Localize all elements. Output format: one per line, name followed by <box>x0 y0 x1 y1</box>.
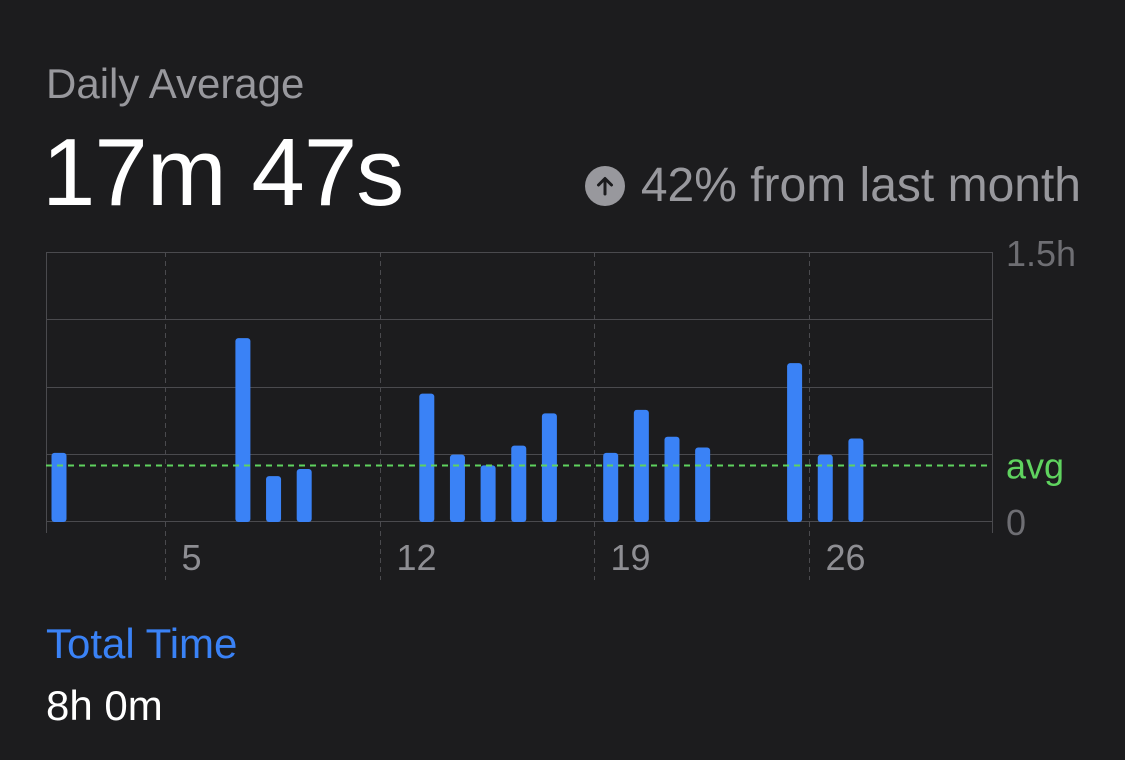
bar <box>664 436 680 522</box>
average-label: avg <box>1006 446 1064 487</box>
y-tick-label-zero: 0 <box>1006 502 1026 543</box>
bar <box>235 338 251 522</box>
daily-average-value: 17m 47s <box>42 119 404 226</box>
x-tick-label: 5 <box>182 537 202 578</box>
bar <box>787 363 803 522</box>
arrow-up-circle-icon <box>584 166 625 206</box>
daily-average-label: Daily Average <box>46 60 305 107</box>
bar <box>266 476 282 522</box>
trend-indicator: 42% from last month <box>584 158 1081 214</box>
x-tick-label: 19 <box>611 537 651 578</box>
bar <box>817 454 833 522</box>
bar <box>511 445 527 522</box>
bar <box>296 468 312 522</box>
bar <box>603 452 619 522</box>
bar <box>695 447 711 522</box>
bar <box>51 452 67 522</box>
x-tick-label: 12 <box>397 537 437 578</box>
bar <box>480 465 496 522</box>
y-tick-label-top: 1.5h <box>1006 233 1076 274</box>
bar <box>419 393 435 522</box>
total-time-label: Total Time <box>46 620 238 667</box>
bar <box>449 454 465 522</box>
total-time-value: 8h 0m <box>46 682 163 729</box>
bar <box>848 438 864 522</box>
x-tick-label: 26 <box>826 537 866 578</box>
trend-text: 42% from last month <box>640 159 1081 212</box>
bar <box>541 413 557 522</box>
